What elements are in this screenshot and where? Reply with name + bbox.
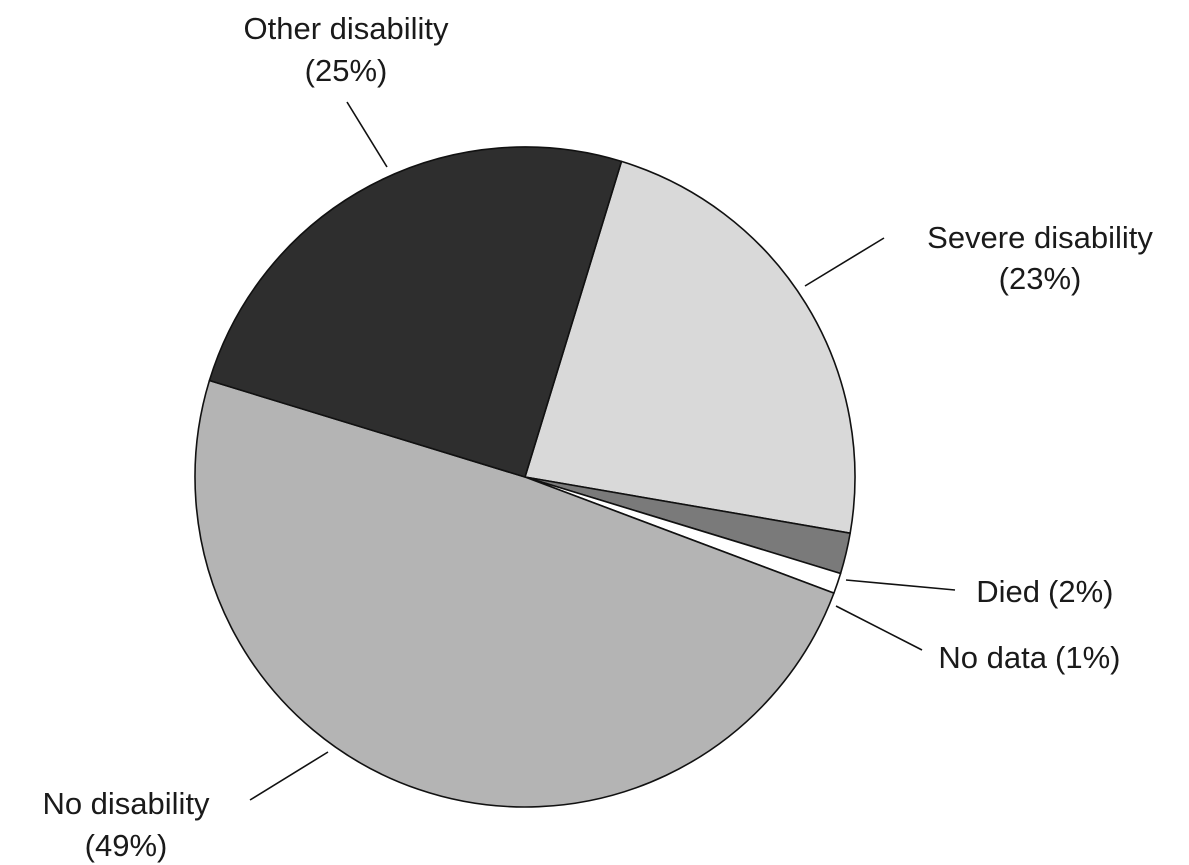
- pie-slice-severe-disability: [524, 160, 856, 534]
- label-severe-disability: Severe disability: [927, 220, 1153, 255]
- pct-other-disability: (25%): [305, 53, 388, 88]
- pct-died: (2%): [1048, 574, 1113, 609]
- label-no-data: No data: [938, 640, 1047, 675]
- pct-no-disability: (49%): [85, 828, 168, 863]
- leader-line-severe-disability: [804, 237, 885, 287]
- leader-line-died: [845, 579, 956, 591]
- slice-labels: Severe disability (23%) Died (2%) No dat…: [42, 11, 1153, 863]
- leader-line-no-data: [835, 605, 923, 651]
- leader-line-no-disability: [249, 751, 329, 801]
- label-no-disability: No disability: [42, 786, 210, 821]
- label-other-disability: Other disability: [243, 11, 449, 46]
- pie-slices: [194, 146, 856, 808]
- pie-slice-no-disability: [194, 379, 835, 808]
- label-died: Died: [976, 574, 1040, 609]
- pct-severe-disability: (23%): [999, 261, 1082, 296]
- leader-lines: [249, 101, 956, 801]
- pie-slice-other-disability: [208, 146, 623, 478]
- pct-no-data: (1%): [1055, 640, 1120, 675]
- leader-line-other-disability: [346, 101, 388, 168]
